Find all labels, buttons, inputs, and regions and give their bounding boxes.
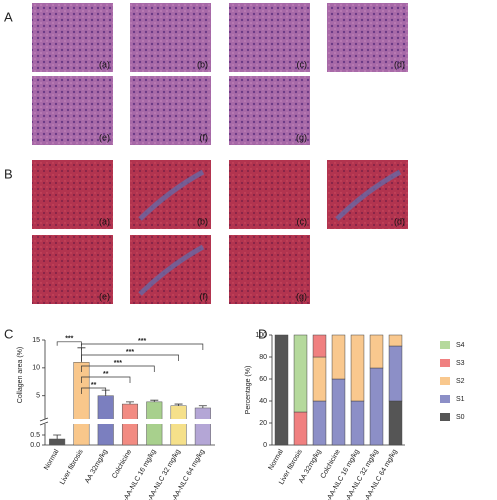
error-bar xyxy=(174,403,183,406)
image-label: (d) xyxy=(394,59,405,69)
micrograph xyxy=(229,3,310,72)
fibrosis-streak xyxy=(138,169,205,221)
significance-bracket xyxy=(81,376,131,383)
error-bar xyxy=(150,399,159,402)
bar-segment xyxy=(274,334,289,446)
panel-label: B xyxy=(4,166,13,181)
bar xyxy=(170,405,187,446)
image-label: (a) xyxy=(99,59,110,69)
legend-swatch xyxy=(440,377,450,385)
legend-swatch xyxy=(440,359,450,367)
legend-swatch xyxy=(440,341,450,349)
bar-segment xyxy=(312,400,327,446)
significance-label: ** xyxy=(91,382,97,389)
image-label: (g) xyxy=(296,132,307,142)
significance-bracket xyxy=(81,343,204,350)
significance-label: *** xyxy=(65,336,73,343)
image-label: (c) xyxy=(297,216,308,226)
legend-swatch xyxy=(440,413,450,421)
legend-label: S0 xyxy=(456,414,465,421)
significance-label: *** xyxy=(126,349,134,356)
bar-segment xyxy=(388,400,403,446)
image-label: (f) xyxy=(200,132,209,142)
bar-segment xyxy=(369,367,384,446)
x-tick-label: Normal xyxy=(43,448,61,471)
image-label: (a) xyxy=(99,216,110,226)
legend-label: S4 xyxy=(456,342,465,349)
y-axis-title: Percentage (%) xyxy=(245,366,252,415)
bar-segment xyxy=(350,334,365,402)
bar-segment xyxy=(388,345,403,402)
micrograph xyxy=(229,76,310,145)
micrograph xyxy=(32,160,113,229)
micrograph xyxy=(130,3,211,72)
significance-bracket xyxy=(81,387,107,394)
y-tick-label: 10 xyxy=(32,365,40,372)
micrograph xyxy=(229,160,310,229)
x-tick-label: AA 32mg/kg xyxy=(84,448,109,484)
bar-segment xyxy=(350,400,365,446)
x-tick-label: Liver fibrosis xyxy=(59,448,85,486)
bar-segment xyxy=(312,356,327,402)
significance-bracket xyxy=(81,354,179,361)
image-label: (b) xyxy=(197,59,208,69)
significance-label: *** xyxy=(114,360,122,367)
chart-panel-label: D xyxy=(258,326,267,341)
y-tick-label: 0 xyxy=(263,442,267,449)
image-label: (e) xyxy=(99,132,110,142)
bar-segment xyxy=(293,334,308,413)
bar xyxy=(194,407,211,446)
bar xyxy=(73,362,90,446)
y-tick-label: 60 xyxy=(259,376,267,383)
legend-label: S1 xyxy=(456,396,465,403)
bar-segment xyxy=(331,334,346,380)
micrograph xyxy=(32,235,113,304)
y-axis-title: Collagen area (%) xyxy=(17,347,24,403)
bar-segment xyxy=(369,334,384,369)
significance-bracket xyxy=(81,365,155,372)
bar-segment xyxy=(312,334,327,358)
micrograph xyxy=(327,3,408,72)
x-tick-label: Colchicine xyxy=(111,448,133,480)
image-label: (c) xyxy=(297,59,308,69)
error-bar xyxy=(126,401,134,405)
y-tick-label: 100 xyxy=(255,332,267,339)
legend-swatch xyxy=(440,395,450,403)
y-tick-label: 5 xyxy=(36,393,40,400)
bar xyxy=(49,438,66,446)
image-label: (g) xyxy=(296,291,307,301)
micrograph xyxy=(229,235,310,304)
image-label: (e) xyxy=(99,291,110,301)
legend-label: S3 xyxy=(456,360,465,367)
image-label: (d) xyxy=(394,216,405,226)
legend-label: S2 xyxy=(456,378,465,385)
micrograph xyxy=(32,3,113,72)
y-tick-label: 15 xyxy=(32,337,40,344)
fibrosis-streak xyxy=(138,244,205,296)
error-bar xyxy=(198,405,207,408)
chart-panel-label: C xyxy=(4,326,13,341)
micrograph xyxy=(32,76,113,145)
y-tick-label: 0.5 xyxy=(30,432,40,439)
error-bar xyxy=(53,434,62,439)
break-mark xyxy=(39,417,49,426)
y-tick-label: 80 xyxy=(259,354,267,361)
y-tick-label: 40 xyxy=(259,398,267,405)
bar-segment xyxy=(331,378,346,446)
y-tick-label: 0.0 xyxy=(30,442,40,449)
x-tick-label: Normal xyxy=(267,448,285,471)
fibrosis-streak xyxy=(335,169,402,221)
y-tick-label: 20 xyxy=(259,420,267,427)
image-label: (b) xyxy=(197,216,208,226)
micrograph xyxy=(130,76,211,145)
bar xyxy=(121,403,139,446)
significance-label: ** xyxy=(103,371,109,378)
bar-segment xyxy=(388,334,403,347)
image-label: (f) xyxy=(200,291,209,301)
axis-break xyxy=(41,419,215,424)
significance-label: *** xyxy=(138,338,146,345)
bar-segment xyxy=(293,411,308,446)
panel-label: A xyxy=(4,9,13,24)
